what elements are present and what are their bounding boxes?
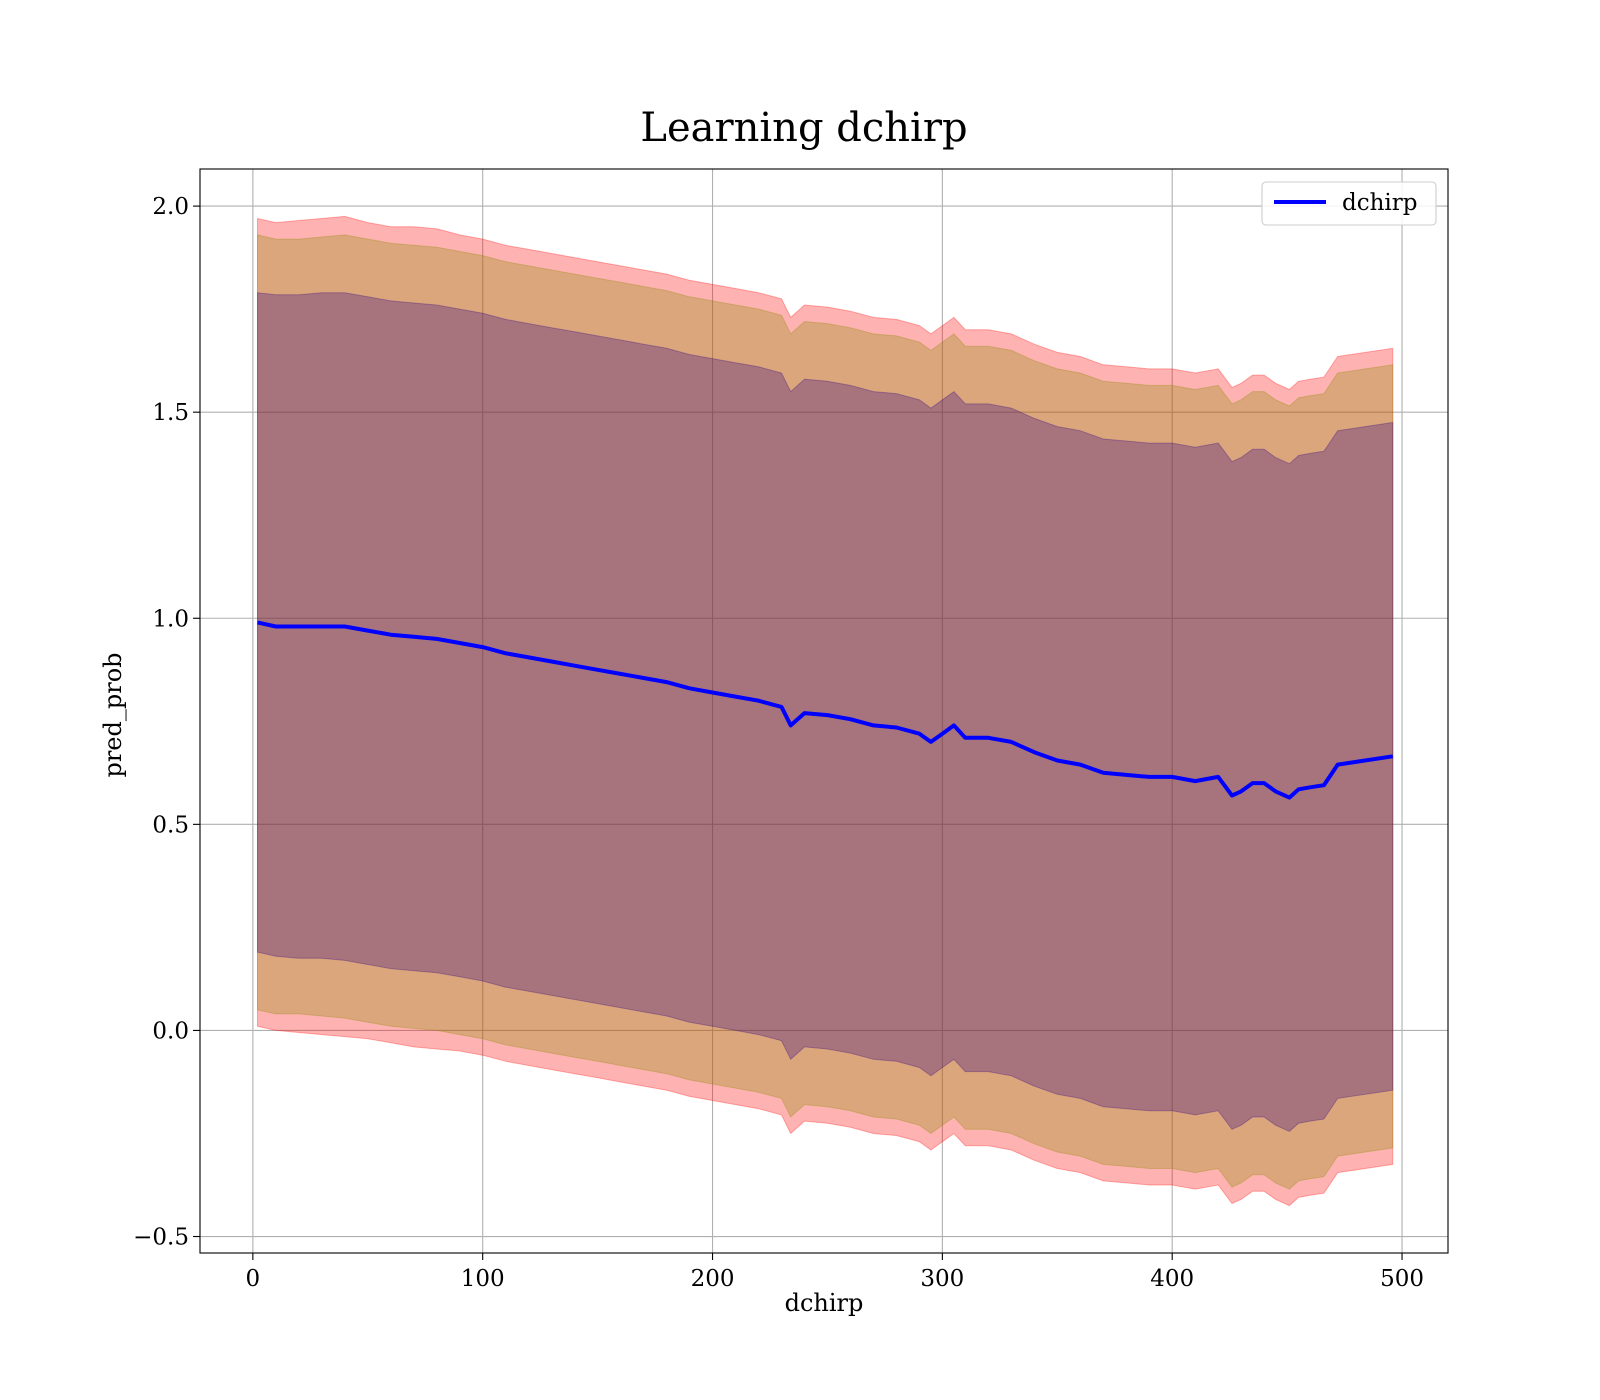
- x-tick-label: 0: [246, 1266, 261, 1292]
- legend: dchirp: [1261, 181, 1437, 226]
- x-tick-label: 500: [1380, 1266, 1424, 1292]
- x-axis: 0 100 200 300 400 500: [246, 1253, 1424, 1292]
- x-tick-label: 100: [461, 1266, 505, 1292]
- y-tick-label: 1.5: [152, 400, 189, 426]
- y-axis: −0.5 0.0 0.5 1.0 1.5 2.0: [133, 194, 200, 1251]
- series-line-dchirp: [257, 620, 1394, 800]
- y-tick-label: 0.0: [152, 1018, 189, 1044]
- legend-box: [1261, 181, 1437, 226]
- y-axis-label: pred_prob: [99, 652, 127, 777]
- uncertainty-bands: [257, 215, 1394, 1207]
- grid: [200, 169, 1448, 1253]
- series-lines: [257, 620, 1394, 800]
- y-tick-label: 0.5: [152, 812, 189, 838]
- x-tick-label: 300: [920, 1266, 964, 1292]
- plot-frame: [199, 168, 1449, 1254]
- y-tick-label: 2.0: [152, 194, 189, 220]
- y-tick-label: −0.5: [133, 1225, 189, 1251]
- y-tick-label: 1.0: [152, 606, 189, 632]
- middle-band: [257, 234, 1394, 1190]
- outer-band: [257, 215, 1394, 1207]
- chart-title: Learning dchirp: [640, 105, 967, 151]
- x-tick-label: 200: [691, 1266, 735, 1292]
- legend-label: dchirp: [1342, 190, 1418, 216]
- x-tick-label: 400: [1150, 1266, 1194, 1292]
- x-axis-label: dchirp: [785, 1289, 864, 1317]
- inner-band: [257, 292, 1394, 1132]
